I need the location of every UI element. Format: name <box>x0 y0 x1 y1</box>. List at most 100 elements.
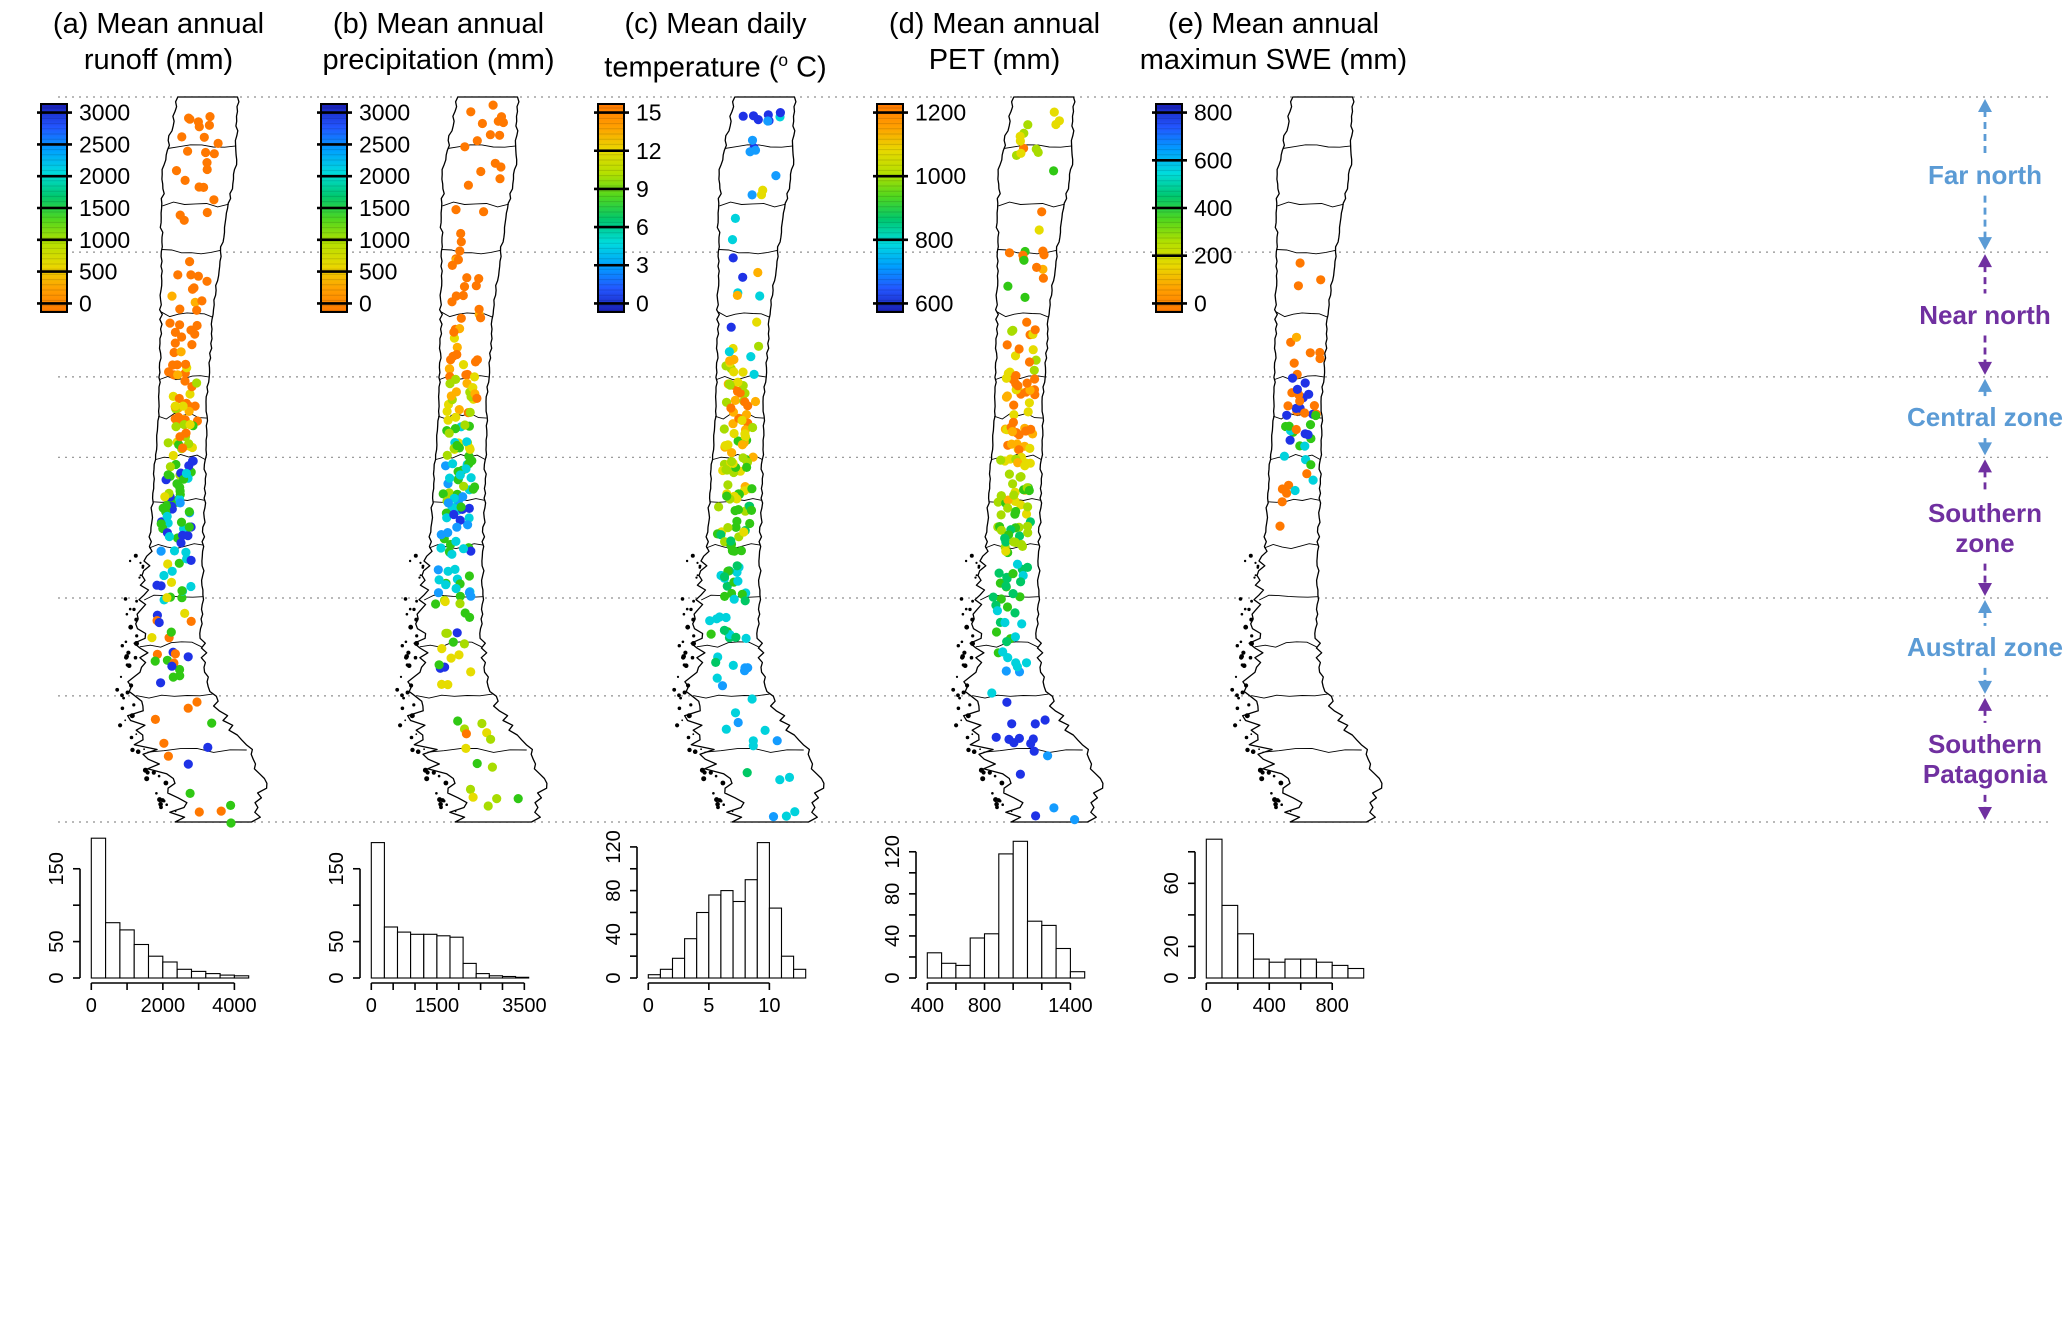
panel-d: (d) Mean annual PET (mm) 600 800 1000 1200 0 40… <box>851 0 1138 1317</box>
svg-text:800: 800 <box>915 227 953 253</box>
svg-text:4000: 4000 <box>212 995 256 1017</box>
svg-text:600: 600 <box>1194 147 1232 173</box>
hist-axes-c: 0 40 80 120 0 5 10 <box>603 830 781 1017</box>
svg-text:1500: 1500 <box>359 195 410 221</box>
colorbar-d: 600 800 1000 1200 <box>873 100 966 316</box>
zone-label-5: Southern Patagonia <box>1865 729 2067 789</box>
svg-text:120: 120 <box>603 830 625 863</box>
panel-b: (b) Mean annual precipitation (mm) 0 500 100… <box>295 0 582 1317</box>
panel-title-line2: PET (mm) <box>928 44 1061 76</box>
station-dots-d <box>987 107 1080 825</box>
zone-label-line: Central zone <box>1906 402 2064 433</box>
zone-arrow-5 <box>1978 697 1992 820</box>
svg-text:500: 500 <box>359 259 397 285</box>
svg-text:0: 0 <box>1201 995 1212 1017</box>
zone-label-line: Austral zone <box>1906 631 2064 662</box>
svg-text:600: 600 <box>915 290 953 316</box>
panel-title-line1: (d) Mean annual <box>888 8 1101 40</box>
svg-text:0: 0 <box>1161 972 1183 983</box>
zone-arrow-3 <box>1978 459 1992 596</box>
panel-title-line2: precipitation (mm) <box>322 44 555 76</box>
panel-e: (e) Mean annual maximun SWE (mm) 0 200 400 60… <box>1130 0 1417 1317</box>
svg-text:0: 0 <box>46 972 68 983</box>
zone-label-3: Southern zone <box>1865 498 2067 558</box>
svg-text:2500: 2500 <box>79 131 130 157</box>
chile-outline <box>1241 96 1383 823</box>
panel-title-b: (b) Mean annual precipitation (mm) <box>295 6 582 78</box>
panel-title-c: (c) Mean daily temperature (o C) <box>572 6 859 86</box>
svg-text:6: 6 <box>636 214 649 240</box>
hist-bars-c <box>647 842 807 979</box>
hist-bars-b <box>370 842 530 979</box>
svg-text:9: 9 <box>636 176 649 202</box>
svg-text:12: 12 <box>636 138 662 164</box>
svg-text:80: 80 <box>603 879 625 901</box>
svg-text:15: 15 <box>636 100 662 126</box>
svg-text:3500: 3500 <box>502 995 547 1017</box>
svg-text:1000: 1000 <box>915 163 966 189</box>
title-text: C) <box>788 51 827 84</box>
svg-text:500: 500 <box>79 259 117 285</box>
svg-text:0: 0 <box>366 995 377 1017</box>
station-dots-e <box>1275 258 1326 531</box>
svg-text:400: 400 <box>1253 995 1286 1017</box>
hist-bars-a <box>90 837 250 979</box>
map-e: 0 200 400 600 800 <box>1152 96 1383 823</box>
svg-text:200: 200 <box>1194 243 1232 269</box>
svg-text:0: 0 <box>86 995 97 1017</box>
svg-text:2000: 2000 <box>359 163 410 189</box>
svg-text:0: 0 <box>603 972 625 983</box>
chile-map-a <box>115 96 268 828</box>
zone-label-line: Southern <box>1927 728 2043 759</box>
station-dots-c <box>705 108 800 822</box>
svg-text:400: 400 <box>1194 195 1232 221</box>
svg-text:1000: 1000 <box>79 227 130 253</box>
svg-text:3000: 3000 <box>79 100 130 126</box>
histogram-e: 0 20 60 0 400 800 <box>1161 838 1365 1017</box>
svg-text:50: 50 <box>46 930 68 952</box>
panel-title-line2: maximun SWE (mm) <box>1139 44 1408 76</box>
panel-title-a: (a) Mean annual runoff (mm) <box>15 6 302 78</box>
svg-text:800: 800 <box>968 995 1001 1017</box>
map-d: 600 800 1000 1200 <box>873 96 1104 825</box>
chile-map-e <box>1230 96 1383 823</box>
svg-text:60: 60 <box>1161 872 1183 894</box>
title-text: temperature ( <box>604 51 779 84</box>
map-b: 0 500 1000 1500 2000 2500 3000 <box>317 96 548 823</box>
svg-text:0: 0 <box>643 995 654 1017</box>
zone-arrow-2 <box>1978 378 1992 456</box>
colorbar-b: 0 500 1000 1500 2000 2500 3000 <box>317 100 410 316</box>
svg-text:40: 40 <box>882 925 904 947</box>
panel-title-e: (e) Mean annual maximun SWE (mm) <box>1130 6 1417 78</box>
zone-label-4: Austral zone <box>1865 632 2067 662</box>
zone-arrow-1 <box>1978 254 1992 375</box>
colorbar-e: 0 200 400 600 800 <box>1152 100 1232 316</box>
panel-title-line1: (a) Mean annual <box>52 8 265 40</box>
zone-label-line: Patagonia <box>1922 758 2048 789</box>
hist-axes-d: 0 40 80 120 400 800 1400 <box>882 835 1093 1017</box>
zone-label-line: zone <box>1955 527 2015 558</box>
svg-text:1400: 1400 <box>1048 995 1093 1017</box>
svg-text:2000: 2000 <box>141 995 186 1017</box>
svg-text:1500: 1500 <box>415 995 460 1017</box>
svg-text:0: 0 <box>636 290 649 316</box>
hist-bars-d <box>926 840 1086 979</box>
svg-text:1000: 1000 <box>359 227 410 253</box>
station-dots-b <box>431 100 523 811</box>
chile-map-b <box>395 96 548 823</box>
svg-text:800: 800 <box>1194 100 1232 126</box>
panel-title-line2: runoff (mm) <box>83 44 234 76</box>
panel-c: (c) Mean daily temperature (o C) 0 3 6 9 12 15 0… <box>572 0 859 1317</box>
svg-text:20: 20 <box>1161 935 1183 957</box>
svg-text:80: 80 <box>882 883 904 905</box>
svg-text:40: 40 <box>603 923 625 945</box>
degree-sup: o <box>778 50 789 70</box>
histogram-a: 0 50 150 0 2000 4000 <box>46 837 257 1017</box>
histogram-c: 0 40 80 120 0 5 10 <box>603 830 807 1017</box>
zone-arrow-4 <box>1978 599 1992 694</box>
svg-text:0: 0 <box>359 290 372 316</box>
